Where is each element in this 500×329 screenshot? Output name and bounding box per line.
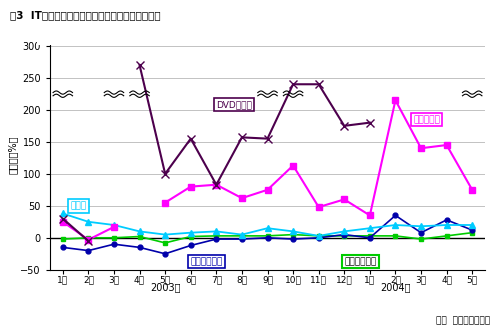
Y-axis label: 増減率（%）: 増減率（%） <box>8 135 18 174</box>
Text: コンピュータ: コンピュータ <box>190 257 223 266</box>
Text: 図3  IT産業の分野別生産・売上額前年同月比推移: 図3 IT産業の分野別生産・売上額前年同月比推移 <box>10 10 160 20</box>
Bar <box>37 0 500 45</box>
Text: 半導体: 半導体 <box>70 201 86 210</box>
Text: DVD録再機: DVD録再機 <box>216 100 252 109</box>
Text: 出所  経済産業省調べ: 出所 経済産業省調べ <box>436 317 490 326</box>
Text: 液晶テレビ: 液晶テレビ <box>414 115 440 124</box>
Text: 2004年: 2004年 <box>380 283 410 292</box>
Text: 情報サービス: 情報サービス <box>344 257 376 266</box>
Text: 2003年: 2003年 <box>150 283 180 292</box>
